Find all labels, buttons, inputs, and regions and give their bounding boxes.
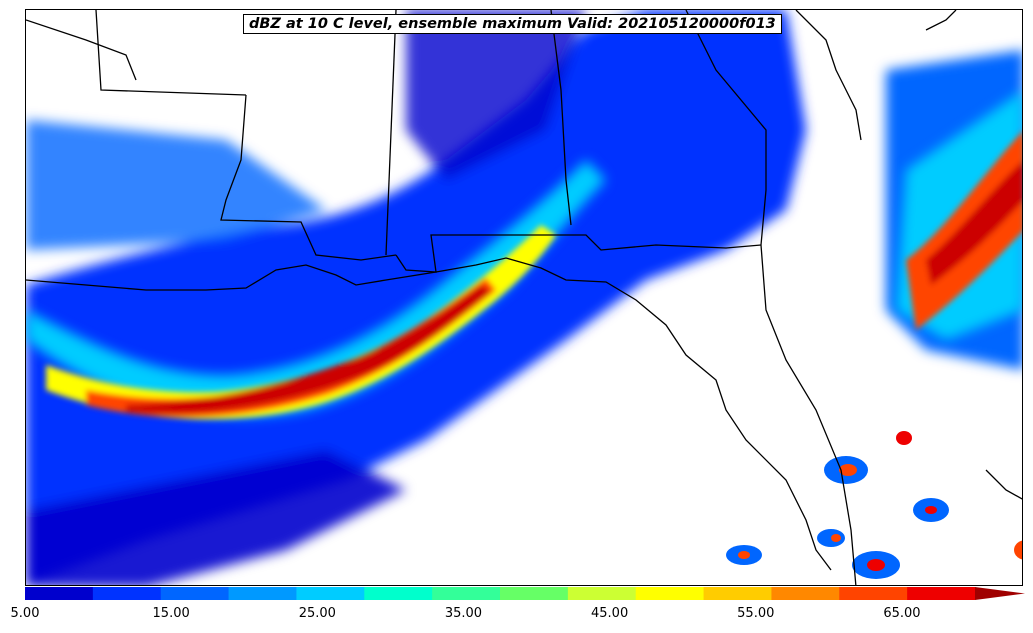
colorbar-segment — [25, 587, 94, 600]
echo-cells — [726, 431, 1022, 579]
colorbar-tick-label: 55.00 — [737, 606, 775, 621]
colorbar-tick-label: 65.00 — [883, 606, 921, 621]
colorbar-tick-label: 45.00 — [591, 606, 629, 621]
geographic-borders — [26, 10, 1022, 585]
colorbar-segment — [92, 587, 162, 600]
colorbar-segment — [907, 587, 976, 600]
colorbar-segment — [771, 587, 840, 600]
radar-map-svg — [26, 10, 1022, 585]
radar-map — [25, 9, 1023, 586]
colorbar-segment — [432, 587, 501, 600]
colorbar-segment — [635, 587, 705, 600]
colorbar-segment — [364, 587, 433, 600]
colorbar-segment — [160, 587, 230, 600]
echo-band-core — [46, 132, 1022, 420]
colorbar-labels: 5.00 15.00 25.00 35.00 45.00 55.00 65.00 — [0, 606, 1033, 626]
colorbar-tick-label: 5.00 — [10, 606, 40, 621]
colorbar — [25, 587, 1025, 600]
colorbar-tick-label: 35.00 — [444, 606, 483, 621]
colorbar-segment — [839, 587, 908, 600]
colorbar-tick-label: 25.00 — [298, 606, 336, 621]
colorbar-segment — [296, 587, 365, 600]
colorbar-segment — [228, 587, 297, 600]
colorbar-segment — [500, 587, 569, 600]
map-title: dBZ at 10 C level, ensemble maximum Vali… — [243, 14, 782, 34]
colorbar-tick-label: 15.00 — [152, 606, 190, 621]
colorbar-extend-arrow — [975, 587, 1025, 600]
colorbar-segment — [703, 587, 772, 600]
colorbar-segment — [567, 587, 637, 600]
echo-broad — [26, 10, 1022, 585]
